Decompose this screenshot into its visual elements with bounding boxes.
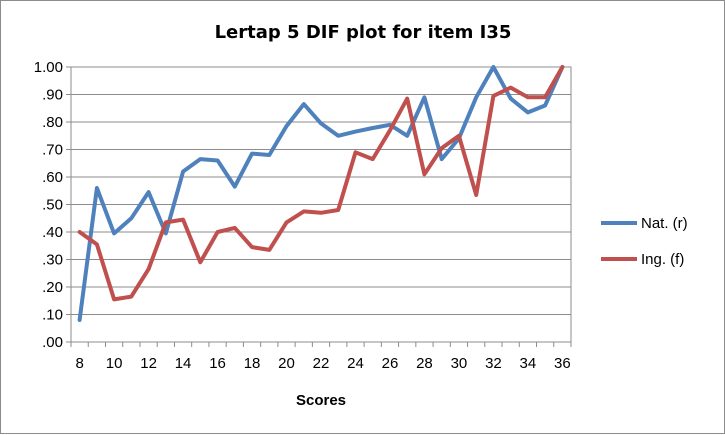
x-tick-label: 20	[278, 355, 295, 372]
y-tick-label: .20	[42, 279, 63, 296]
series-lines	[77, 65, 565, 322]
x-tick-label: 16	[209, 355, 226, 372]
x-tick-label: 24	[347, 355, 364, 372]
x-tick-label: 22	[313, 355, 330, 372]
y-tick-label: .90	[42, 87, 63, 104]
x-tick-label: 34	[520, 355, 537, 372]
gridlines	[71, 66, 571, 315]
x-tick-label: 10	[106, 355, 123, 372]
y-tick-label: .10	[42, 307, 63, 324]
x-tick-label: 18	[244, 355, 261, 372]
y-tick-label: .50	[42, 197, 63, 214]
y-tick-label: 1.00	[34, 59, 63, 76]
x-tick-label: 8	[75, 355, 83, 372]
x-axis-ticks: 8 10 12 14 16 18 20 22 24 26 28 30 32 34 36	[70, 342, 572, 372]
x-tick-label: 32	[485, 355, 502, 372]
x-tick-label: 12	[140, 355, 157, 372]
y-tick-label: .80	[42, 114, 63, 131]
y-tick-label: .70	[42, 142, 63, 159]
y-tick-label: .00	[42, 334, 63, 351]
y-axis-ticks: .00 .10 .20 .30 .40 .50 .60 .70 .80 .90 1.00	[34, 59, 71, 351]
x-tick-label: 14	[175, 355, 192, 372]
x-axis-title: Scores	[296, 392, 346, 409]
legend-label-1: Ing. (f)	[641, 251, 684, 268]
chart-title: Lertap 5 DIF plot for item I35	[215, 22, 512, 43]
x-tick-label: 30	[451, 355, 468, 372]
legend-label-0: Nat. (r)	[641, 215, 688, 232]
legend: Nat. (r) Ing. (f)	[601, 215, 688, 268]
x-tick-label: 26	[382, 355, 399, 372]
series-line-1	[77, 65, 565, 302]
x-tick-label: 28	[416, 355, 433, 372]
y-tick-label: .40	[42, 224, 63, 241]
y-tick-label: .30	[42, 252, 63, 269]
y-tick-label: .60	[42, 169, 63, 186]
series-line-0	[77, 65, 565, 322]
x-tick-label: 36	[554, 355, 571, 372]
